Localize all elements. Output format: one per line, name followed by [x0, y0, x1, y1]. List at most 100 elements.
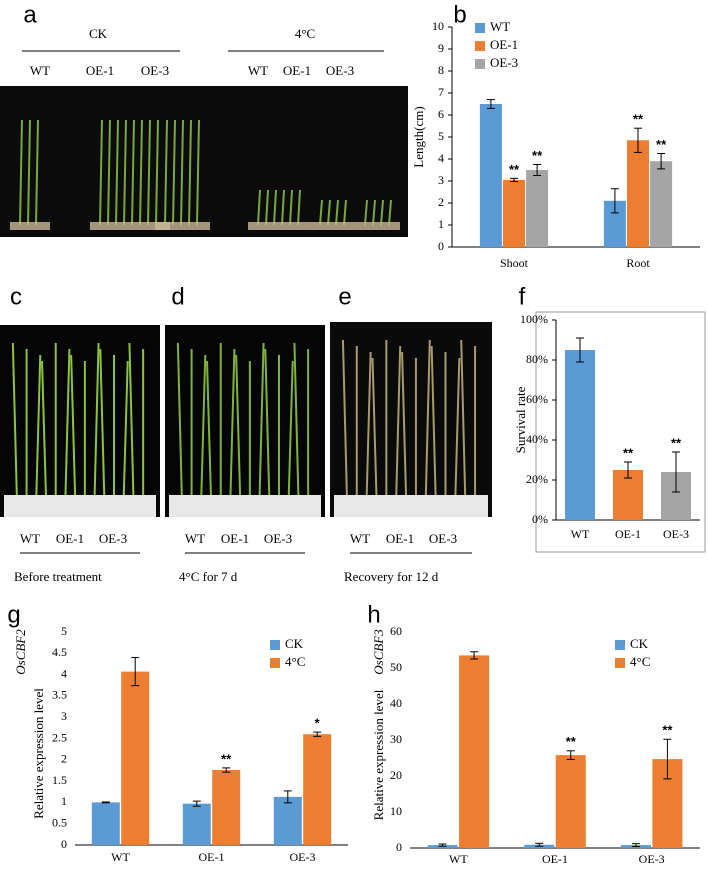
bar — [565, 350, 595, 520]
y-tick-label: 10 — [432, 19, 444, 33]
group-label: CK — [89, 26, 108, 41]
tray — [169, 495, 321, 517]
y-tick-label: 60 — [390, 624, 402, 638]
y-axis-label: Relative expression level — [31, 688, 46, 819]
plant — [364, 199, 368, 226]
panel-letter: c — [10, 283, 22, 310]
root — [310, 222, 355, 230]
panel-letter: h — [367, 601, 380, 628]
y-tick-label: 10 — [390, 804, 402, 818]
y-tick-label: 5 — [61, 624, 67, 638]
plant — [11, 342, 18, 498]
y-tick-label: 30 — [390, 732, 402, 746]
y-tick-label: 20% — [526, 472, 548, 486]
panel-letter: d — [171, 283, 184, 310]
plant — [206, 360, 212, 498]
significance: ** — [221, 751, 232, 766]
y-tick-label: 40% — [526, 432, 548, 446]
significance: ** — [623, 445, 634, 460]
panel-letter: e — [338, 283, 351, 310]
gene-label: OsCBF3 — [371, 629, 386, 675]
plant — [430, 345, 437, 498]
genotype-label: WT — [20, 531, 40, 546]
plant — [454, 357, 461, 498]
bar — [526, 170, 549, 247]
y-tick-label: 4.5 — [52, 645, 67, 659]
plant — [128, 342, 135, 498]
legend-label: CK — [630, 636, 649, 651]
bar — [121, 671, 150, 845]
bar — [555, 755, 586, 848]
legend-swatch — [615, 640, 625, 650]
legend-label: 4°C — [630, 654, 650, 669]
bar — [603, 200, 626, 247]
plant — [27, 119, 31, 226]
plant — [107, 119, 111, 226]
plant — [372, 199, 376, 226]
plant — [180, 119, 184, 226]
genotype-label: WT — [30, 63, 50, 78]
plant — [319, 199, 323, 226]
bar — [650, 161, 673, 247]
x-tick-label: Root — [626, 256, 650, 270]
genotype-label: WT — [185, 531, 205, 546]
genotype-label: WT — [248, 63, 268, 78]
plant — [327, 199, 331, 226]
plant — [99, 348, 106, 498]
plant — [343, 199, 347, 226]
y-tick-label: 5 — [438, 129, 444, 143]
plant — [41, 360, 47, 498]
root — [355, 222, 400, 230]
y-tick-label: 80% — [526, 352, 548, 366]
legend-label: WT — [490, 19, 510, 34]
significance: ** — [509, 162, 520, 177]
photo — [0, 325, 160, 517]
legend-swatch — [270, 640, 280, 650]
plant — [335, 199, 339, 226]
y-tick-label: 2 — [61, 752, 67, 766]
plant — [155, 119, 159, 226]
root — [90, 222, 170, 230]
plant — [196, 119, 200, 226]
legend-swatch — [270, 658, 280, 668]
y-tick-label: 0.5 — [52, 815, 67, 829]
genotype-label: OE-1 — [56, 531, 84, 546]
legend-swatch — [475, 23, 485, 33]
caption: Before treatment — [14, 569, 102, 584]
legend-swatch — [615, 658, 625, 668]
legend-label: OE-3 — [490, 55, 518, 70]
genotype-label: OE-1 — [221, 531, 249, 546]
plant — [229, 348, 236, 498]
group-label: 4°C — [295, 26, 315, 41]
genotype-label: OE-3 — [264, 531, 292, 546]
plant — [122, 360, 129, 498]
bar — [182, 803, 211, 845]
x-tick-label: Shoot — [500, 256, 529, 270]
plant — [99, 119, 103, 226]
y-tick-label: 4 — [61, 666, 67, 680]
genotype-label: OE-3 — [429, 531, 457, 546]
plant — [200, 354, 207, 498]
plant — [93, 342, 100, 498]
plant — [64, 348, 71, 498]
y-tick-label: 9 — [438, 41, 444, 55]
y-tick-label: 2 — [438, 195, 444, 209]
y-tick-label: 1 — [438, 217, 444, 231]
plant — [395, 345, 402, 498]
plant — [424, 339, 431, 498]
plant — [70, 354, 77, 498]
y-tick-label: 1.5 — [52, 773, 67, 787]
plant — [287, 360, 294, 498]
plant — [131, 119, 135, 226]
plant — [147, 119, 151, 226]
y-tick-label: 50 — [390, 660, 402, 674]
legend-swatch — [475, 41, 485, 51]
plant — [281, 189, 285, 226]
significance: ** — [633, 112, 644, 127]
significance: ** — [656, 137, 667, 152]
photo — [330, 322, 492, 517]
x-tick-label: WT — [571, 527, 590, 541]
caption: Recovery for 12 d — [344, 569, 439, 584]
plant — [258, 342, 265, 498]
